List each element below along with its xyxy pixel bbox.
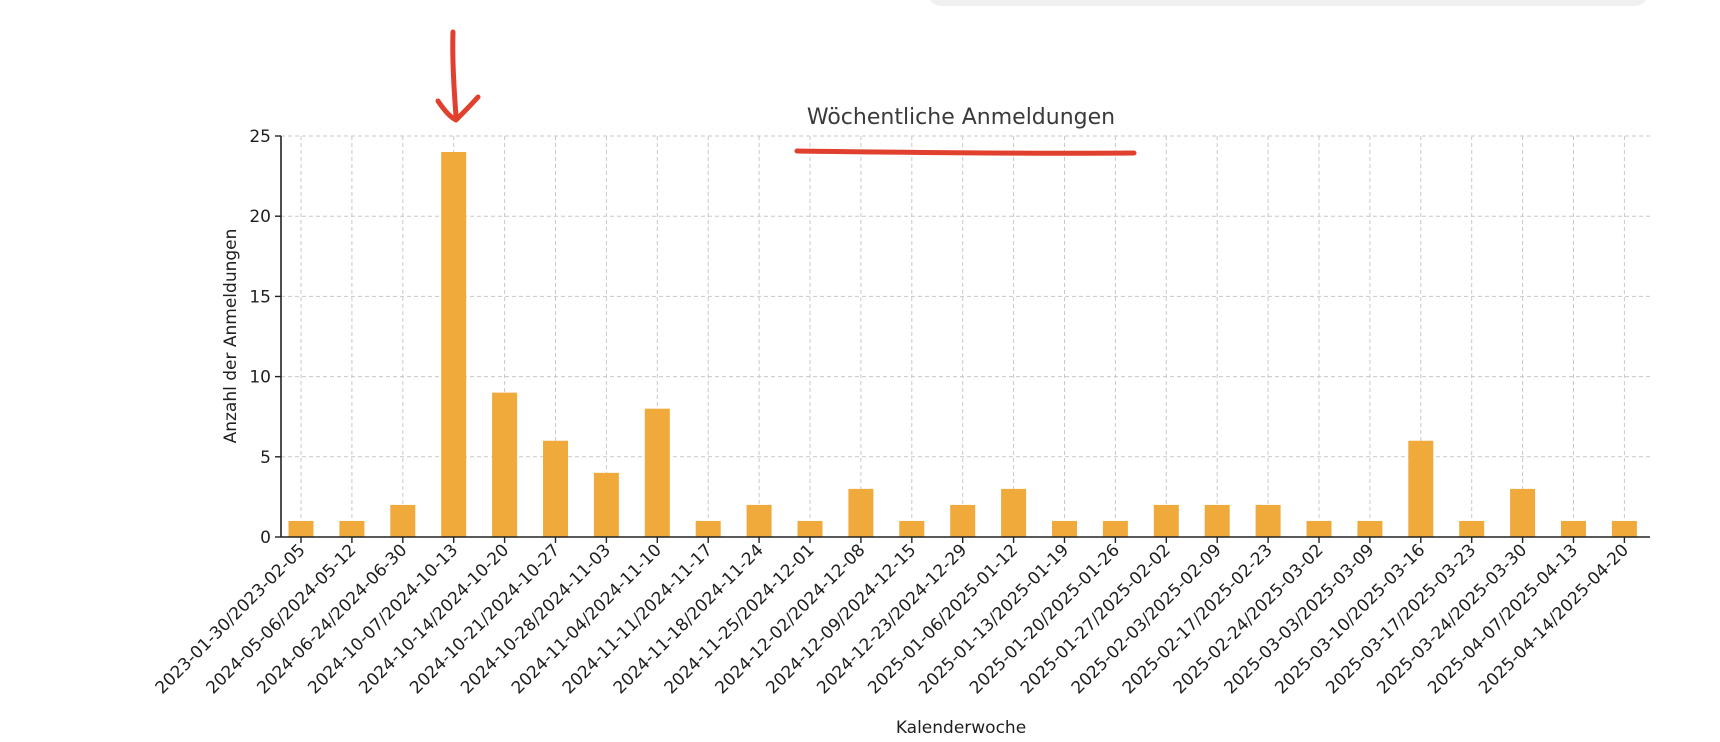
- bar: [1001, 488, 1027, 537]
- chart-title: Wöchentliche Anmeldungen: [807, 105, 1115, 130]
- bar: [695, 520, 721, 537]
- bar: [1052, 520, 1077, 537]
- bar: [1611, 520, 1637, 537]
- bar: [441, 152, 467, 538]
- bar: [339, 520, 365, 537]
- x-axis-title: Kalenderwoche: [896, 718, 1026, 738]
- bar: [1459, 520, 1485, 537]
- grid-layer: [281, 135, 1650, 537]
- red-arrow-annotation: [435, 29, 481, 123]
- y-tick-label: 0: [260, 528, 271, 548]
- bar: [1408, 440, 1434, 537]
- bar: [746, 504, 772, 537]
- axes-layer: [280, 136, 1650, 538]
- bar: [492, 392, 518, 537]
- bar: [593, 472, 619, 537]
- bar: [644, 408, 670, 537]
- bars-layer: [288, 152, 1637, 538]
- bar: [1561, 520, 1586, 537]
- bar: [1510, 488, 1536, 537]
- y-tick-label: 15: [249, 287, 271, 307]
- y-tick-label: 5: [260, 448, 271, 468]
- bar: [797, 520, 823, 537]
- x-ticks: 2023-01-30/2023-02-052024-05-06/2024-05-…: [152, 537, 1633, 698]
- bar: [1102, 520, 1128, 537]
- bar: [1357, 520, 1383, 537]
- y-ticks: 0 5 10 15 20 25: [249, 127, 281, 548]
- handwritten-annotations: [435, 29, 1137, 156]
- bar: [1255, 504, 1281, 537]
- top-search-bar-edge: [928, 0, 1648, 6]
- bar: [950, 504, 976, 537]
- y-tick-label: 20: [249, 207, 271, 227]
- bar: [1306, 520, 1332, 537]
- y-tick-label: 25: [249, 127, 271, 147]
- bar: [848, 488, 874, 537]
- bar: [1153, 504, 1179, 537]
- bar: [899, 520, 925, 537]
- bar: [288, 520, 314, 537]
- y-tick-label: 10: [249, 368, 271, 388]
- bar: [543, 440, 568, 537]
- bar: [1204, 504, 1230, 537]
- bar: [390, 504, 416, 537]
- title-underline-annotation: [794, 148, 1137, 156]
- y-axis-title: Anzahl der Anmeldungen: [221, 229, 241, 444]
